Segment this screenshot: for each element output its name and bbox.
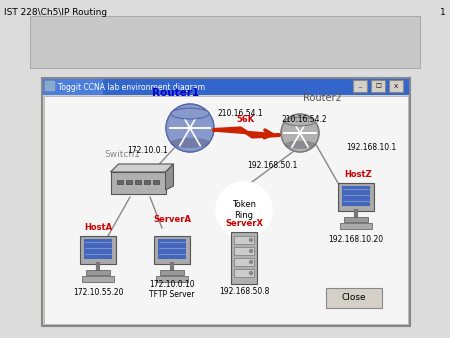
FancyBboxPatch shape	[234, 269, 254, 277]
FancyBboxPatch shape	[117, 180, 122, 184]
FancyBboxPatch shape	[43, 79, 409, 95]
FancyBboxPatch shape	[42, 78, 410, 326]
FancyBboxPatch shape	[30, 16, 420, 68]
FancyBboxPatch shape	[156, 276, 188, 282]
FancyBboxPatch shape	[86, 270, 110, 275]
Circle shape	[249, 261, 252, 264]
Text: 192.168.50.1: 192.168.50.1	[247, 161, 297, 170]
Text: 56K: 56K	[236, 115, 254, 124]
Text: _: _	[359, 83, 361, 89]
Text: Toggit CCNA lab environment diagram: Toggit CCNA lab environment diagram	[58, 82, 205, 92]
FancyBboxPatch shape	[154, 236, 190, 264]
FancyBboxPatch shape	[234, 258, 254, 266]
Text: 192.168.10.20: 192.168.10.20	[328, 235, 383, 244]
Polygon shape	[111, 164, 174, 172]
FancyBboxPatch shape	[234, 236, 254, 244]
FancyBboxPatch shape	[344, 217, 368, 222]
FancyBboxPatch shape	[371, 80, 385, 92]
FancyBboxPatch shape	[234, 247, 254, 255]
FancyBboxPatch shape	[111, 172, 166, 194]
FancyBboxPatch shape	[353, 80, 367, 92]
Text: Router2: Router2	[302, 93, 342, 103]
Text: ServerX: ServerX	[225, 219, 263, 228]
FancyBboxPatch shape	[158, 239, 186, 259]
Text: □: □	[375, 83, 381, 89]
Text: 1: 1	[440, 8, 446, 17]
FancyBboxPatch shape	[80, 236, 116, 264]
FancyBboxPatch shape	[45, 81, 55, 91]
FancyBboxPatch shape	[326, 288, 382, 308]
FancyBboxPatch shape	[84, 239, 112, 259]
Circle shape	[281, 114, 319, 152]
Text: 210.16.54.2: 210.16.54.2	[282, 115, 328, 123]
Text: X: X	[394, 83, 398, 89]
Text: Router1: Router1	[153, 88, 199, 98]
Text: ServerA: ServerA	[153, 215, 191, 224]
Circle shape	[166, 104, 214, 152]
Text: 192.168.50.8: 192.168.50.8	[219, 287, 269, 296]
Text: Close: Close	[342, 293, 366, 303]
FancyBboxPatch shape	[43, 79, 103, 95]
Text: HostZ: HostZ	[344, 170, 372, 179]
FancyBboxPatch shape	[153, 180, 158, 184]
FancyBboxPatch shape	[338, 183, 374, 211]
Ellipse shape	[285, 141, 315, 148]
Ellipse shape	[285, 117, 315, 126]
FancyBboxPatch shape	[340, 223, 372, 229]
Text: 172.10.0.1: 172.10.0.1	[128, 146, 168, 155]
Circle shape	[216, 182, 272, 238]
FancyBboxPatch shape	[342, 186, 370, 206]
FancyBboxPatch shape	[126, 180, 131, 184]
Text: 210.16.54.1: 210.16.54.1	[218, 110, 264, 119]
FancyBboxPatch shape	[44, 96, 408, 324]
Circle shape	[249, 249, 252, 252]
Text: Switch1: Switch1	[104, 150, 140, 159]
Text: HostA: HostA	[84, 223, 112, 232]
Text: 172.10.55.20: 172.10.55.20	[73, 288, 123, 297]
Ellipse shape	[171, 138, 209, 147]
Ellipse shape	[171, 108, 209, 119]
FancyBboxPatch shape	[389, 80, 403, 92]
Circle shape	[249, 239, 252, 241]
Polygon shape	[166, 164, 174, 190]
FancyBboxPatch shape	[231, 232, 257, 284]
FancyBboxPatch shape	[82, 276, 114, 282]
Circle shape	[249, 271, 252, 274]
Text: TFTP Server: TFTP Server	[149, 290, 195, 299]
FancyBboxPatch shape	[144, 180, 149, 184]
FancyBboxPatch shape	[135, 180, 140, 184]
FancyBboxPatch shape	[160, 270, 184, 275]
Text: Token
Ring: Token Ring	[232, 200, 256, 220]
Text: 172.10.0.10: 172.10.0.10	[149, 280, 195, 289]
Text: IST 228\Ch5\IP Routing: IST 228\Ch5\IP Routing	[4, 8, 107, 17]
Text: 192.168.10.1: 192.168.10.1	[346, 143, 396, 152]
